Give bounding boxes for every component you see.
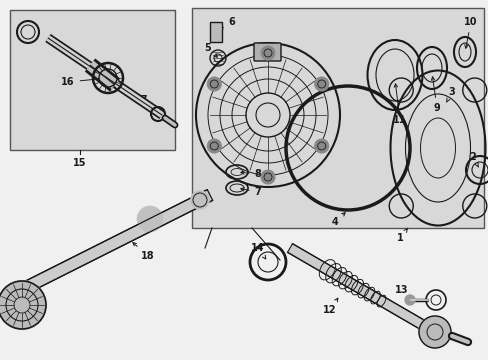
- Circle shape: [207, 139, 221, 153]
- Circle shape: [314, 77, 328, 91]
- FancyBboxPatch shape: [10, 10, 175, 150]
- Text: 16: 16: [61, 77, 104, 87]
- Circle shape: [261, 46, 274, 60]
- Polygon shape: [287, 244, 442, 339]
- Circle shape: [207, 77, 221, 91]
- Text: 4: 4: [331, 213, 345, 227]
- Ellipse shape: [137, 207, 162, 231]
- Polygon shape: [2, 190, 212, 303]
- Ellipse shape: [404, 295, 414, 305]
- Circle shape: [261, 170, 274, 184]
- Ellipse shape: [0, 281, 46, 329]
- Text: 10: 10: [463, 17, 477, 48]
- Ellipse shape: [191, 191, 208, 209]
- Text: 8: 8: [241, 169, 261, 179]
- Text: 3: 3: [446, 87, 454, 102]
- Circle shape: [314, 139, 328, 153]
- Text: 2: 2: [468, 152, 478, 167]
- FancyBboxPatch shape: [253, 43, 281, 61]
- Text: 6: 6: [219, 17, 235, 30]
- FancyBboxPatch shape: [192, 8, 483, 228]
- Text: 17: 17: [135, 95, 155, 112]
- Text: 1: 1: [396, 228, 407, 243]
- Bar: [209, 22, 222, 42]
- Text: 14: 14: [251, 243, 265, 259]
- Text: 18: 18: [133, 243, 155, 261]
- Text: 13: 13: [394, 285, 413, 300]
- Text: 9: 9: [430, 77, 440, 113]
- Text: 5: 5: [204, 43, 217, 57]
- Ellipse shape: [418, 316, 450, 348]
- Text: 12: 12: [323, 298, 337, 315]
- Text: 11: 11: [392, 84, 406, 125]
- Text: 15: 15: [73, 158, 86, 168]
- Text: 7: 7: [240, 187, 261, 197]
